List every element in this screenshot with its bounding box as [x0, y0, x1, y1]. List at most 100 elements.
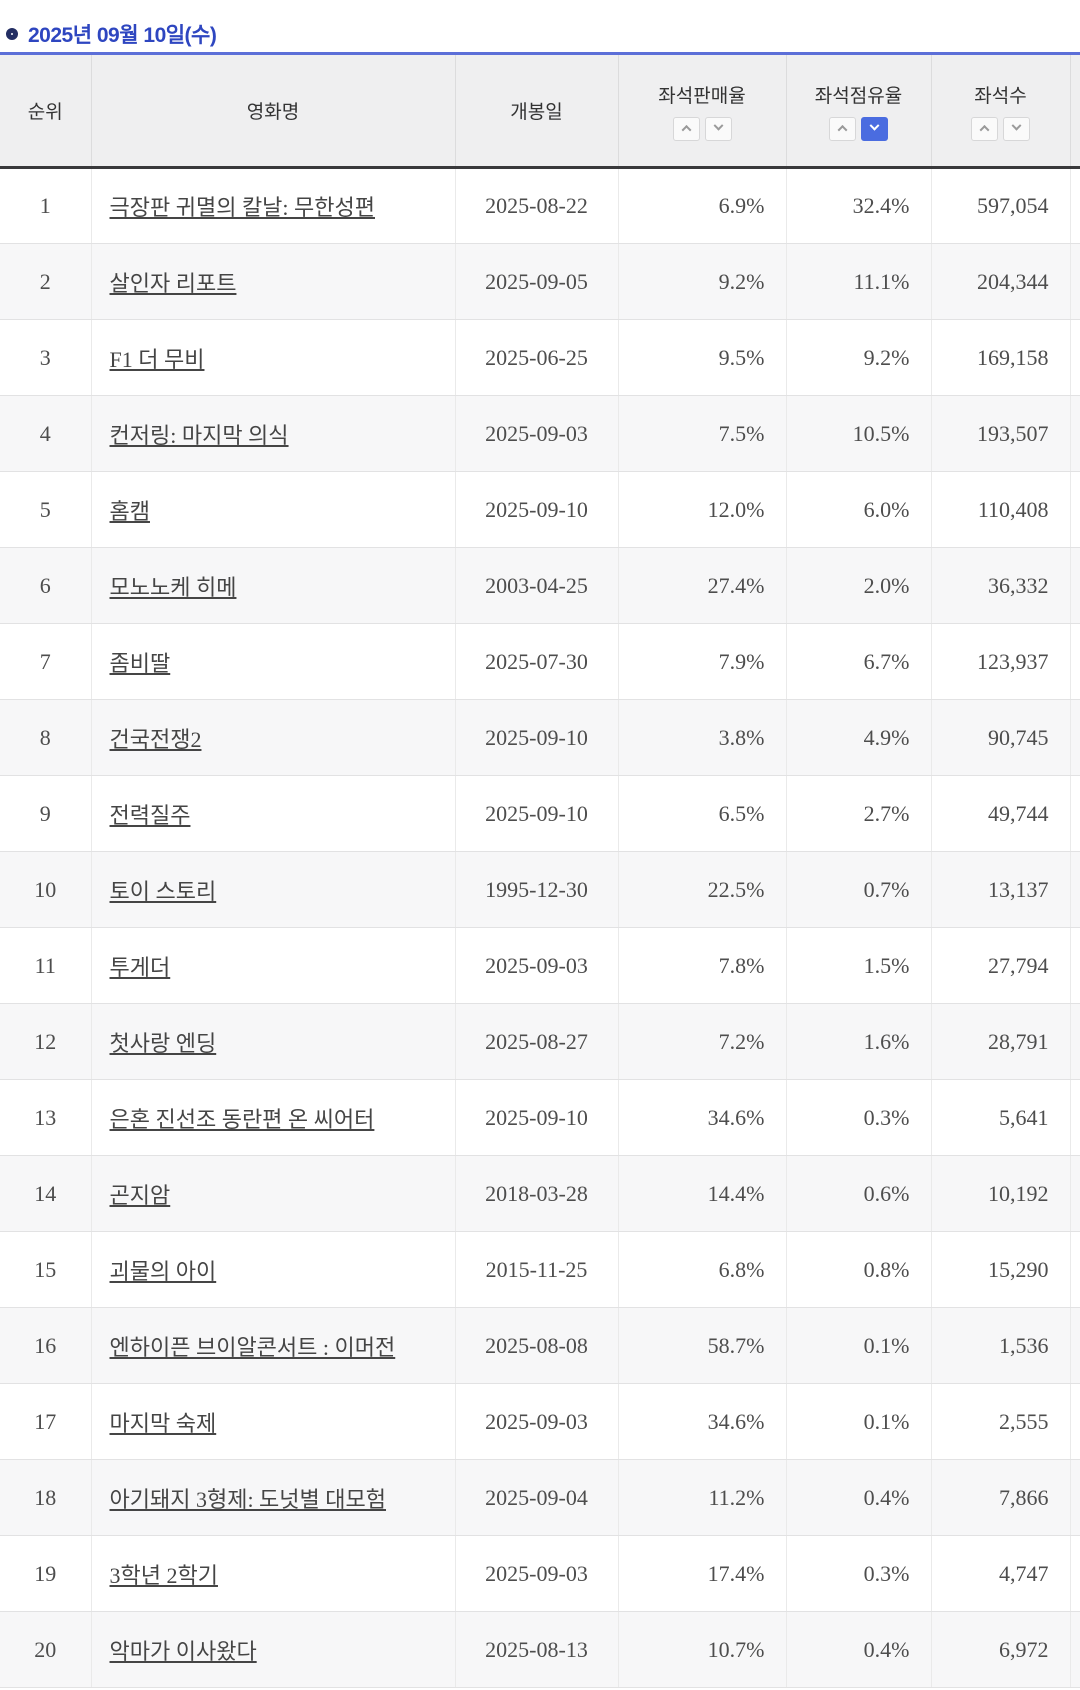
table-row: 6 모노노케 히메 2003-04-25 27.4% 2.0% 36,332 [0, 547, 1080, 624]
seat-sales-rate-cell: 34.6% [618, 1079, 787, 1156]
column-header-seat-share-rate: 좌석점유율 [786, 53, 932, 169]
movie-title-link[interactable]: 모노노케 히메 [109, 574, 237, 600]
table-row: 18 아기돼지 3형제: 도넛별 대모험 2025-09-04 11.2% 0.… [0, 1459, 1080, 1536]
sort-desc-button-seat-count[interactable] [1003, 116, 1030, 141]
seat-count-cell: 4,747 [931, 1535, 1071, 1612]
movie-title-link[interactable]: 곤지암 [109, 1182, 171, 1208]
rank-cell: 1 [0, 167, 92, 244]
movie-title-link[interactable]: 악마가 이사왔다 [109, 1638, 257, 1664]
seat-sales-rate-cell: 12.0% [618, 471, 787, 548]
rank-cell: 17 [0, 1383, 92, 1460]
movie-title-cell: 첫사랑 엔딩 [91, 1003, 456, 1080]
movie-title-link[interactable]: 아기돼지 3형제: 도넛별 대모험 [109, 1486, 387, 1512]
circle-bullet-icon [6, 27, 18, 40]
table-row: 16 엔하이픈 브이알콘서트 : 이머전 2025-08-08 58.7% 0.… [0, 1307, 1080, 1384]
clipped-cell [1070, 623, 1080, 700]
seat-share-rate-cell: 10.5% [786, 395, 932, 472]
movie-title-link[interactable]: 엔하이픈 브이알콘서트 : 이머전 [109, 1334, 396, 1360]
seat-share-rate-cell: 0.1% [786, 1383, 932, 1460]
seat-count-cell: 2,555 [931, 1383, 1071, 1460]
seat-share-rate-cell: 6.7% [786, 623, 932, 700]
movie-title-link[interactable]: 컨저링: 마지막 의식 [109, 422, 289, 448]
table-row: 4 컨저링: 마지막 의식 2025-09-03 7.5% 10.5% 193,… [0, 395, 1080, 472]
chevron-up-icon [681, 124, 691, 135]
movie-title-cell: 괴물의 아이 [91, 1231, 456, 1308]
release-date-cell: 2025-08-13 [455, 1611, 619, 1688]
movie-title-cell: 악마가 이사왔다 [91, 1611, 456, 1688]
movie-title-link[interactable]: 홈캠 [109, 498, 150, 524]
movie-title-link[interactable]: 좀비딸 [109, 650, 171, 676]
movie-title-link[interactable]: 은혼 진선조 동란편 온 씨어터 [109, 1106, 375, 1132]
rank-cell: 19 [0, 1535, 92, 1612]
sort-asc-button-seat-count[interactable] [971, 116, 998, 141]
movie-title-link[interactable]: F1 더 무비 [109, 346, 205, 372]
clipped-cell [1070, 471, 1080, 548]
movie-title-link[interactable]: 첫사랑 엔딩 [109, 1030, 217, 1056]
release-date-cell: 2025-09-10 [455, 699, 619, 776]
table-row: 13 은혼 진선조 동란편 온 씨어터 2025-09-10 34.6% 0.3… [0, 1079, 1080, 1156]
seat-sales-rate-cell: 34.6% [618, 1383, 787, 1460]
column-header-movie-title: 영화명 [91, 53, 456, 169]
rank-cell: 2 [0, 243, 92, 320]
movie-title-link[interactable]: 토이 스토리 [109, 878, 217, 904]
movie-title-link[interactable]: 3학년 2학기 [109, 1562, 218, 1588]
table-viewport: 순위 영화명 개봉일 좌석판매율 [0, 52, 1080, 1688]
seat-sales-rate-cell: 10.7% [618, 1611, 787, 1688]
sort-asc-button-seat-sales-rate[interactable] [672, 116, 700, 141]
seat-share-rate-cell: 11.1% [786, 243, 932, 320]
sort-asc-button-seat-share-rate[interactable] [829, 116, 856, 141]
release-date-cell: 2025-09-03 [455, 1383, 619, 1460]
movie-title-link[interactable]: 극장판 귀멸의 칼날: 무한성편 [109, 195, 376, 220]
seat-sales-rate-cell: 58.7% [618, 1307, 787, 1384]
seat-count-cell: 204,344 [931, 243, 1071, 320]
column-header-seat-count: 좌석수 [931, 53, 1071, 169]
movie-title-cell: 살인자 리포트 [91, 243, 456, 320]
seat-count-cell: 5,641 [931, 1079, 1071, 1156]
movie-title-cell: F1 더 무비 [91, 319, 456, 396]
sort-desc-button-seat-share-rate-active[interactable] [861, 116, 888, 141]
seat-sales-rate-cell: 17.4% [618, 1535, 787, 1612]
seat-count-cell: 36,332 [931, 547, 1071, 624]
seat-sales-rate-cell: 7.8% [618, 927, 787, 1004]
column-label: 좌석점유율 [814, 85, 903, 107]
movie-title-cell: 극장판 귀멸의 칼날: 무한성편 [91, 167, 456, 244]
clipped-cell [1070, 1611, 1080, 1688]
seat-sales-rate-cell: 3.8% [618, 699, 787, 776]
movie-title-cell: 홈캠 [91, 471, 456, 548]
rank-cell: 6 [0, 547, 92, 624]
rank-cell: 14 [0, 1155, 92, 1232]
table-row: 7 좀비딸 2025-07-30 7.9% 6.7% 123,937 [0, 623, 1080, 700]
release-date-cell: 2003-04-25 [455, 547, 619, 624]
chevron-down-icon [1011, 120, 1022, 131]
movie-title-link[interactable]: 투게더 [109, 954, 171, 980]
release-date-cell: 2025-09-10 [455, 471, 619, 548]
movie-title-cell: 3학년 2학기 [91, 1535, 456, 1612]
seat-count-cell: 6,972 [931, 1611, 1071, 1688]
clipped-cell [1070, 243, 1080, 320]
column-label: 좌석수 [974, 85, 1027, 107]
date-header: 2025년 09월 10일(수) [0, 0, 1080, 52]
clipped-cell [1070, 775, 1080, 852]
seat-share-rate-cell: 9.2% [786, 319, 932, 396]
table-row: 14 곤지암 2018-03-28 14.4% 0.6% 10,192 [0, 1155, 1080, 1232]
movie-title-link[interactable]: 괴물의 아이 [109, 1258, 217, 1284]
seat-sales-rate-cell: 6.5% [618, 775, 787, 852]
clipped-cell [1070, 1459, 1080, 1536]
column-header-release-date: 개봉일 [455, 53, 619, 169]
seat-count-cell: 90,745 [931, 699, 1071, 776]
movie-title-link[interactable]: 마지막 숙제 [109, 1410, 217, 1436]
movie-title-link[interactable]: 살인자 리포트 [109, 270, 237, 296]
release-date-cell: 2025-09-05 [455, 243, 619, 320]
column-label: 순위 [27, 102, 63, 123]
clipped-cell [1070, 167, 1080, 244]
movie-title-link[interactable]: 전력질주 [109, 802, 191, 828]
clipped-cell [1070, 395, 1080, 472]
table-row: 19 3학년 2학기 2025-09-03 17.4% 0.3% 4,747 [0, 1535, 1080, 1612]
clipped-cell [1070, 1003, 1080, 1080]
seat-count-cell: 110,408 [931, 471, 1071, 548]
sort-desc-button-seat-sales-rate[interactable] [704, 116, 732, 141]
seat-share-rate-cell: 2.0% [786, 547, 932, 624]
release-date-cell: 2025-09-10 [455, 1079, 619, 1156]
clipped-cell [1070, 1307, 1080, 1384]
movie-title-link[interactable]: 건국전쟁2 [109, 726, 202, 752]
